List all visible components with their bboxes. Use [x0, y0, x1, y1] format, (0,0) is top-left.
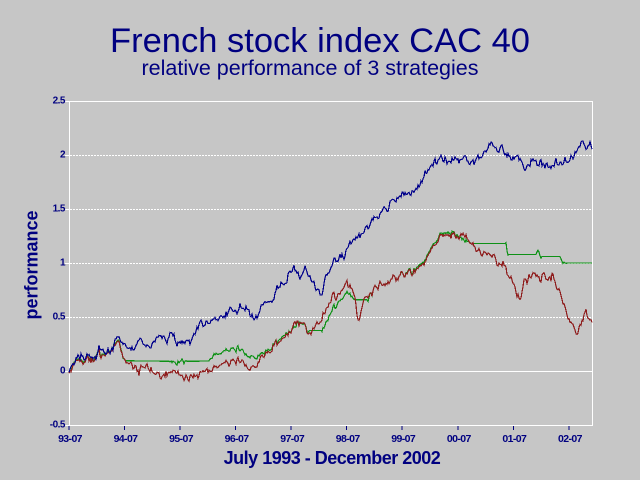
svg-text:1: 1: [60, 258, 66, 269]
svg-text:-0.5: -0.5: [50, 420, 66, 431]
svg-text:2: 2: [60, 150, 66, 161]
svg-text:2.5: 2.5: [53, 96, 66, 107]
svg-text:95-07: 95-07: [169, 433, 194, 445]
svg-text:02-07: 02-07: [558, 433, 583, 445]
svg-text:1.5: 1.5: [53, 204, 66, 215]
svg-text:99-07: 99-07: [391, 433, 416, 445]
svg-text:00-07: 00-07: [447, 433, 472, 445]
svg-text:96-07: 96-07: [225, 433, 250, 445]
svg-text:0.5: 0.5: [53, 312, 66, 323]
svg-text:0: 0: [60, 366, 66, 377]
svg-text:94-07: 94-07: [114, 433, 139, 445]
svg-text:93-07: 93-07: [58, 433, 83, 445]
svg-text:97-07: 97-07: [280, 433, 305, 445]
svg-text:98-07: 98-07: [336, 433, 361, 445]
svg-text:performance: performance: [22, 210, 42, 319]
svg-text:01-07: 01-07: [502, 433, 527, 445]
